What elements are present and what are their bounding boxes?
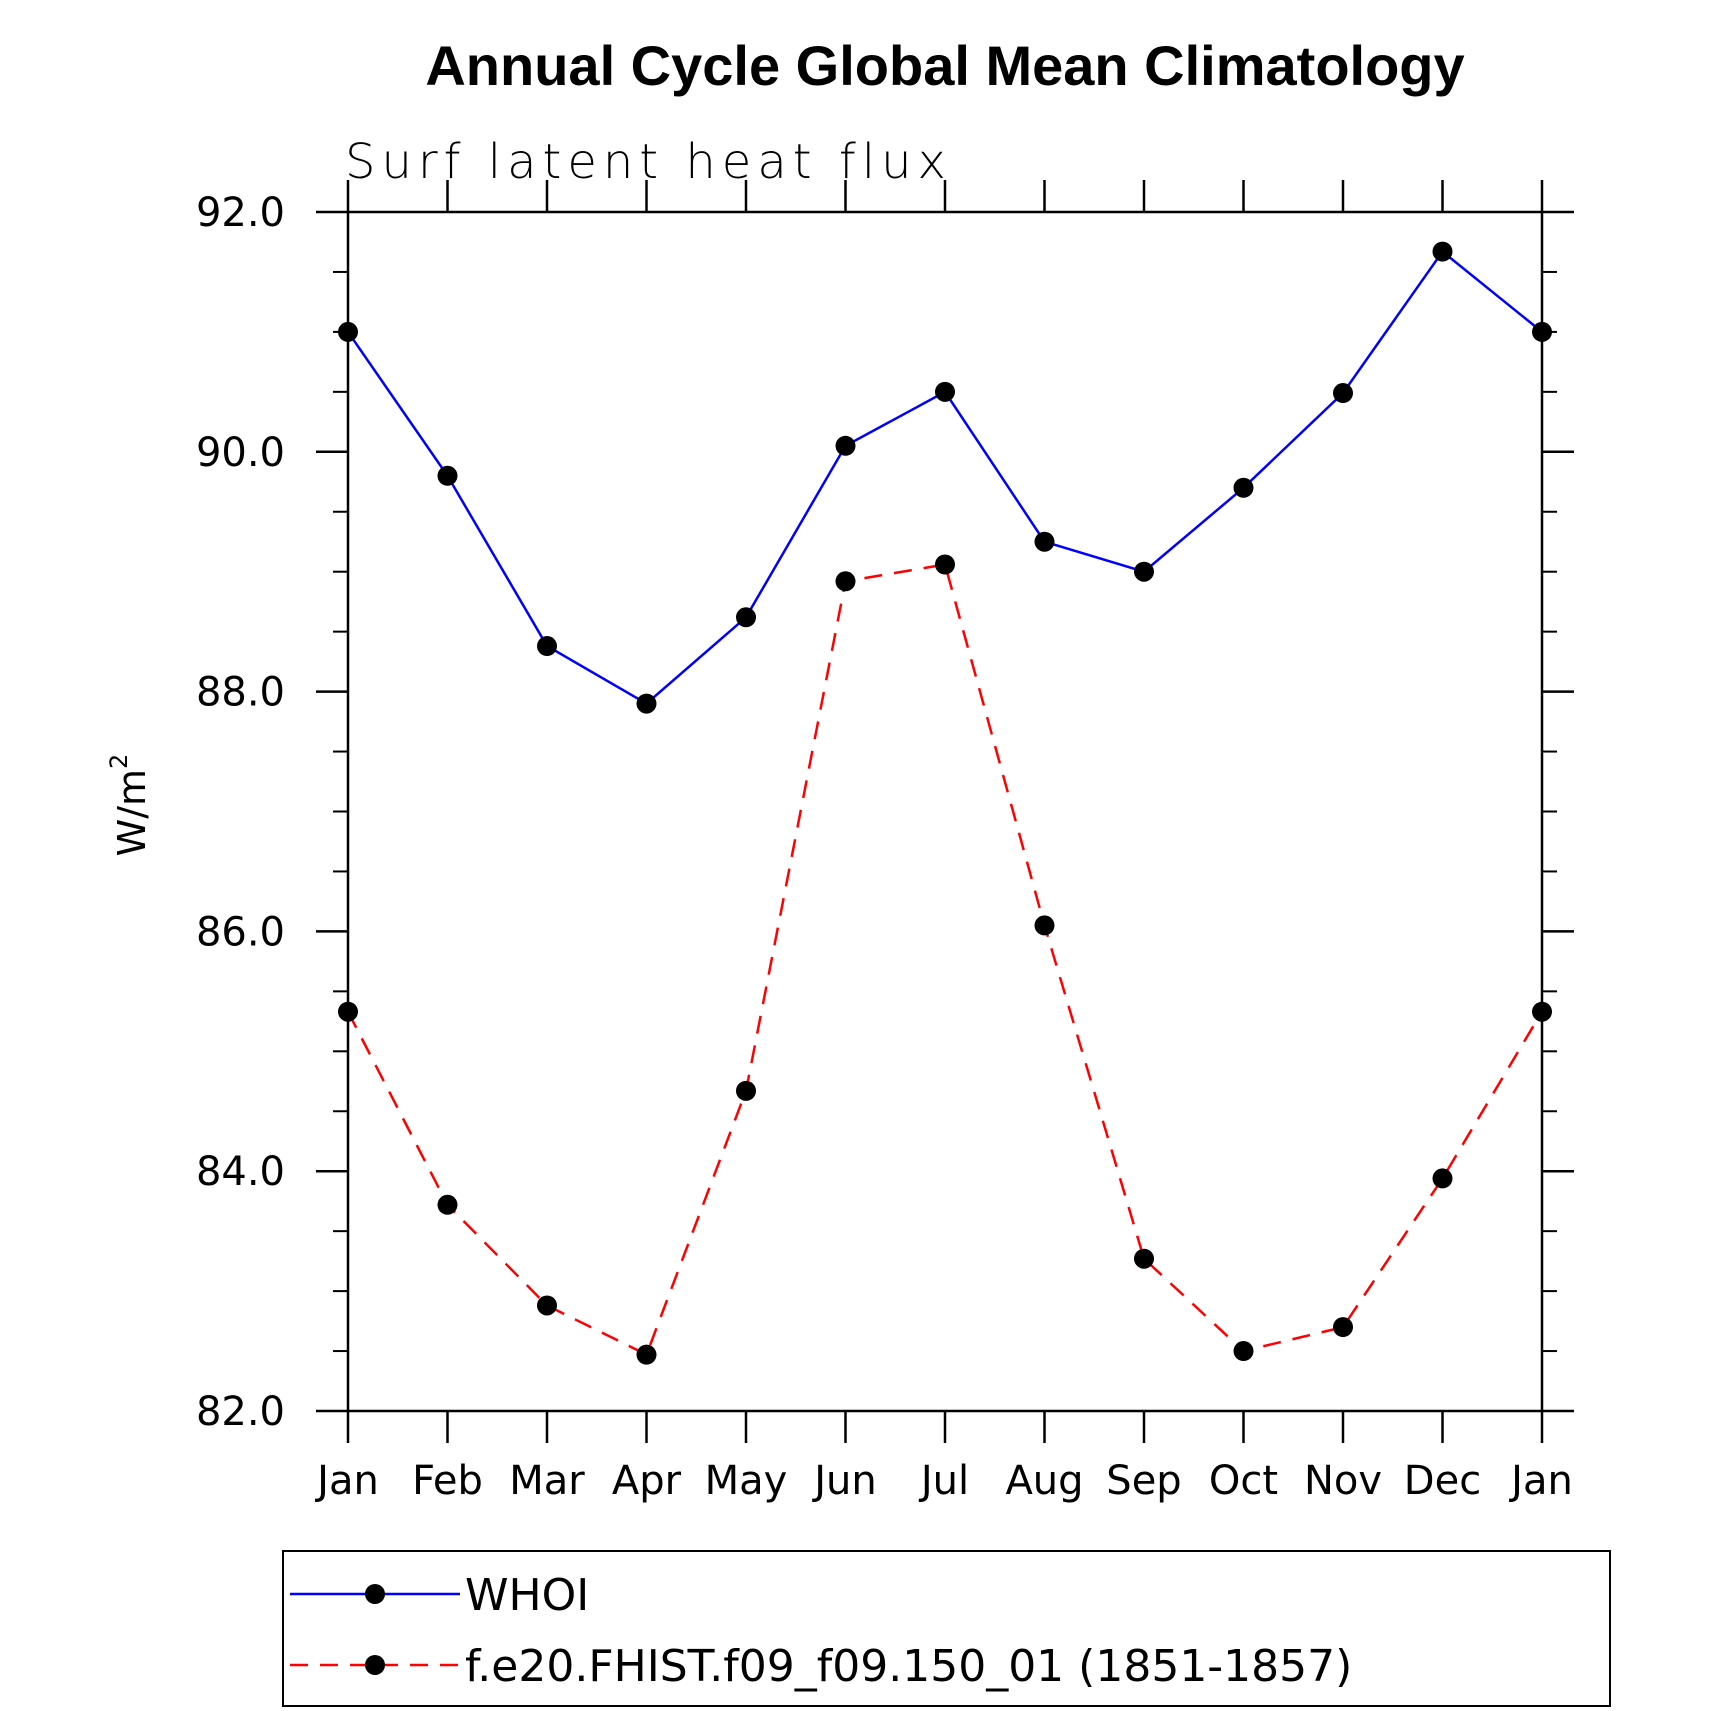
series-1-point <box>736 1080 756 1101</box>
y-tick-label: 92.0 <box>196 190 285 236</box>
series-1-point <box>537 1295 557 1316</box>
chart-title: Annual Cycle Global Mean Climatology <box>425 34 1464 97</box>
series-0-point <box>1333 383 1353 404</box>
series-0-point <box>537 636 557 657</box>
plot-axes: Jan Feb Mar Apr May Jun Jul Aug Sep Oct Nov Dec Jan 8… <box>196 180 1574 1504</box>
series-1-point <box>1233 1341 1254 1362</box>
legend-label-whoi: WHOI <box>465 1570 589 1621</box>
series-0-point <box>338 321 358 342</box>
series-1-point <box>1532 1001 1552 1022</box>
series-1-point <box>636 1344 657 1365</box>
series-1-point <box>835 571 856 592</box>
legend-entry-whoi: WHOI <box>290 1570 589 1621</box>
chart-subtitle: Surf latent heat flux <box>345 134 952 190</box>
x-tick-label: Jun <box>811 1458 877 1504</box>
x-tick-label: Dec <box>1404 1458 1481 1504</box>
series-0-point <box>835 435 856 456</box>
legend-marker-fhist <box>365 1655 385 1675</box>
series-0-point <box>736 607 756 628</box>
y-axis-label-superscript: 2 <box>105 754 133 769</box>
x-tick-label: Apr <box>612 1458 682 1504</box>
series-1-point <box>1034 915 1055 936</box>
series-1-point <box>935 554 955 575</box>
x-tick-label: Mar <box>509 1458 585 1504</box>
y-tick-label: 84.0 <box>196 1149 285 1195</box>
series-line-1 <box>346 563 1544 1357</box>
plot-series <box>338 241 1552 1365</box>
y-axis-label: W/m2 <box>105 754 154 857</box>
series-0-point <box>437 465 458 486</box>
y-tick-label: 82.0 <box>196 1389 285 1435</box>
legend-marker-whoi <box>365 1584 385 1604</box>
series-line-0 <box>346 249 1543 706</box>
y-axis-label-text: W/m2 <box>105 754 154 857</box>
y-tick-label: 90.0 <box>196 430 285 476</box>
legend-label-fhist: f.e20.FHIST.f09_f09.150_01 (1851-1857) <box>465 1641 1352 1692</box>
series-0-point <box>1532 321 1552 342</box>
y-tick-label: 88.0 <box>196 670 285 716</box>
x-tick-label: May <box>705 1458 788 1504</box>
x-tick-label: Feb <box>412 1458 483 1504</box>
series-1-point <box>1432 1168 1453 1189</box>
y-tick-label: 86.0 <box>196 909 285 955</box>
legend-box <box>282 1550 1611 1707</box>
x-tick-label: Oct <box>1209 1458 1278 1504</box>
legend-entry-fhist: f.e20.FHIST.f09_f09.150_01 (1851-1857) <box>290 1641 1352 1692</box>
series-0-point <box>1233 477 1254 498</box>
y-axis-label-units: W/m <box>110 769 154 856</box>
series-0-point <box>935 381 955 402</box>
series-1-point <box>338 1001 358 1022</box>
legend: WHOI f.e20.FHIST.f09_f09.150_01 (1851-18… <box>282 1550 1611 1707</box>
x-tick-label: Jan <box>1508 1458 1573 1504</box>
series-0-point <box>1432 241 1453 262</box>
x-tick-label: Nov <box>1304 1458 1382 1504</box>
x-tick-label: Sep <box>1106 1458 1181 1504</box>
series-1-point <box>1134 1248 1154 1269</box>
x-tick-label: Jul <box>918 1458 969 1504</box>
x-tick-label: Jan <box>314 1458 379 1504</box>
series-0-point <box>636 693 657 714</box>
series-1-point <box>437 1194 458 1215</box>
series-1-point <box>1333 1317 1353 1338</box>
x-tick-label: Aug <box>1005 1458 1083 1504</box>
series-0-point <box>1134 561 1154 582</box>
series-0-point <box>1034 531 1055 552</box>
